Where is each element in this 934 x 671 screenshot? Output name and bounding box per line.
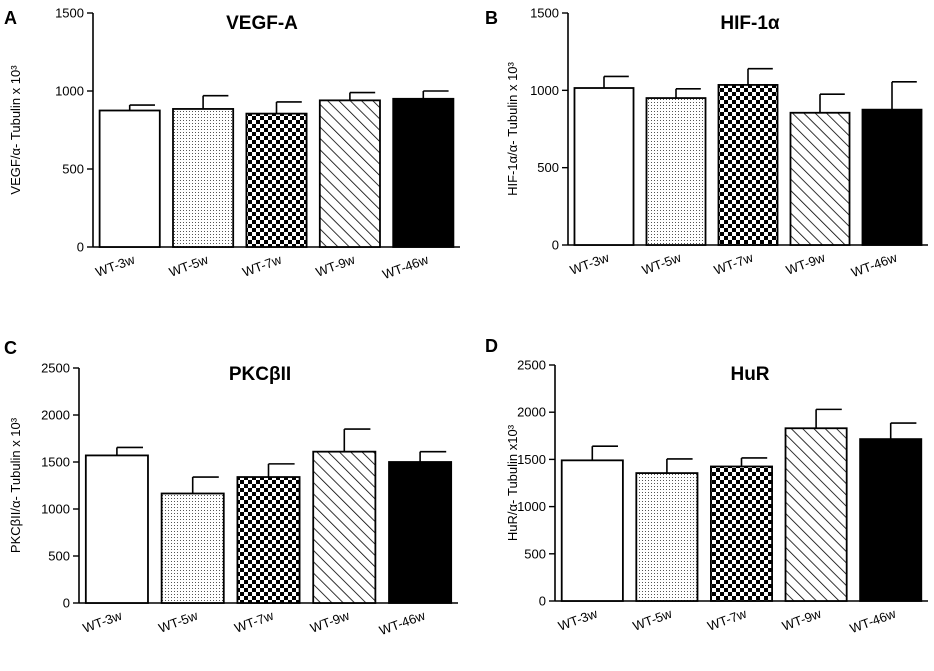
x-tick-label: WT-7w [712,250,756,278]
x-tick-label: WT-9w [314,252,358,280]
x-tick-label: WT-9w [780,606,824,634]
bar-wt-5w [635,472,699,602]
y-tick-label: 1000 [41,502,70,517]
y-tick-label: 500 [48,549,70,564]
x-tick-label: WT-46w [377,608,428,639]
panel-b: B HIF-1α HIF-1α/α- Tubulin x 10³ 0 500 1000 15… [485,6,928,281]
y-tick-label: 1000 [530,83,559,98]
x-tick-label: WT-46w [848,606,899,637]
bar-wt-7w [717,84,779,246]
panel-letter: C [4,338,17,358]
y-tick-label: 0 [539,594,546,609]
y-tick-label: 1500 [55,6,84,21]
x-tick-label: WT-3w [94,252,138,280]
y-tick-label: 500 [62,162,84,177]
bar-wt-9w [312,450,377,604]
x-tick-label: WT-3w [81,608,125,636]
y-tick-label: 1500 [530,6,559,21]
bar-wt-9w [789,111,851,246]
bar-wt-5w [172,108,235,248]
panel-c: C PKCβII PKCβII/α- Tubulin x 10³ 0 500 1000 15… [4,338,458,638]
x-tick-label: WT-7w [240,252,284,280]
panel-letter: B [485,8,498,28]
y-tick-label: 500 [537,160,559,175]
y-tick-label: 0 [63,596,70,611]
bar-wt-3w [560,459,624,602]
y-axis-label: HuR/α- Tubulin x10³ [505,424,520,541]
bar-wt-46w [388,461,453,604]
y-tick-label: 500 [524,546,546,561]
panel-letter: A [4,8,17,28]
x-tick-label: WT-46w [380,252,431,283]
x-tick-label: WT-7w [705,606,749,634]
x-tick-label: WT-9w [308,608,352,636]
y-tick-label: 2000 [41,408,70,423]
y-tick-label: 1000 [55,84,84,99]
y-tick-label: 0 [552,238,559,253]
y-axis-label: HIF-1α/α- Tubulin x 10³ [505,61,520,195]
bar-wt-9w [318,99,381,248]
bar-wt-46w [859,438,923,602]
y-tick-label: 2000 [517,405,546,420]
y-tick-label: 1000 [517,499,546,514]
bar-wt-5w [645,97,707,246]
bar-wt-9w [784,427,848,602]
x-tick-label: WT-9w [784,250,828,278]
chart-title: HuR [730,364,769,385]
bar-wt-5w [160,492,225,604]
x-tick-label: WT-46w [849,250,900,281]
y-tick-label: 2500 [41,361,70,376]
y-axis-label: PKCβII/α- Tubulin x 10³ [8,417,23,553]
y-tick-label: 1500 [517,452,546,467]
bar-wt-3w [98,109,161,248]
x-tick-label: WT-5w [631,606,675,634]
chart-title: HIF-1α [720,13,780,34]
y-tick-label: 1500 [41,455,70,470]
y-tick-label: 0 [77,240,84,255]
bar-wt-7w [245,112,308,248]
bar-wt-46w [861,108,923,246]
panel-letter: D [485,336,498,356]
bar-wt-3w [84,454,149,604]
chart-title: PKCβII [229,364,291,385]
bar-wt-3w [573,87,635,246]
bar-wt-7w [236,476,301,604]
y-axis-label: VEGF/α- Tubulin x 10³ [8,65,23,195]
x-tick-label: WT-3w [568,250,612,278]
bar-wt-7w [710,465,773,602]
y-tick-label: 2500 [517,358,546,373]
x-tick-label: WT-5w [640,250,684,278]
panel-d: D HuR HuR/α- Tubulin x10³ 0 500 1000 1500 2000 2… [485,336,928,636]
bar-wt-46w [392,97,455,248]
chart-title: VEGF-A [226,13,298,34]
x-tick-label: WT-3w [556,606,600,634]
panel-a: A VEGF-A VEGF/α- Tubulin x 10³ 0 500 1000 1500… [4,6,460,283]
x-tick-label: WT-5w [167,252,211,280]
x-tick-label: WT-7w [232,608,276,636]
x-tick-label: WT-5w [157,608,201,636]
